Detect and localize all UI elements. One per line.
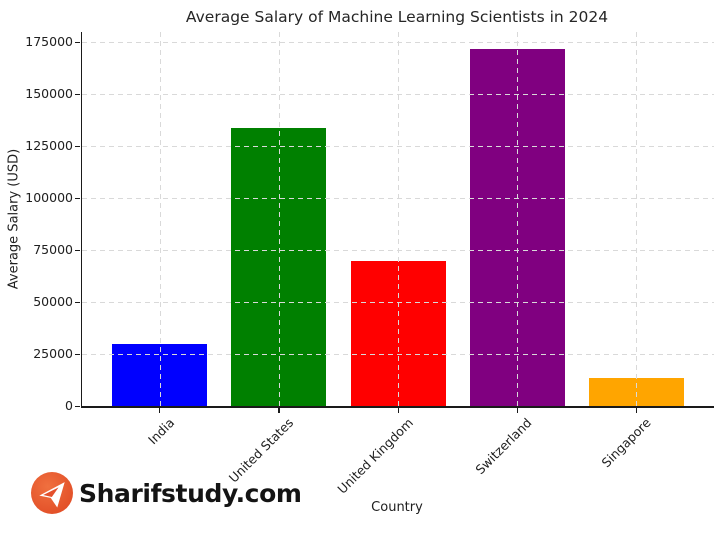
watermark: Sharifstudy.com — [31, 472, 302, 514]
x-tick-label: United Kingdom — [334, 415, 416, 497]
x-tick-mark — [635, 408, 638, 413]
watermark-text: Sharifstudy.com — [79, 478, 302, 508]
y-tick-label: 125000 — [25, 138, 73, 154]
x-axis-label: Country — [371, 500, 423, 515]
y-tick-mark — [75, 301, 81, 303]
y-tick-mark — [75, 145, 81, 148]
y-tick-label: 75000 — [33, 242, 73, 258]
y-tick-mark — [75, 93, 81, 96]
plot-area: 0 25000 50000 75000 100000 125000 150000 175000… — [25, 32, 714, 497]
y-tick-mark — [75, 249, 81, 251]
x-gridline — [159, 32, 161, 406]
x-tick-mark — [397, 408, 399, 413]
y-tick-mark — [75, 353, 81, 355]
y-tick-mark — [75, 41, 81, 44]
x-tick-mark — [516, 408, 518, 413]
y-tick-label: 50000 — [33, 294, 73, 310]
y-tick-label: 25000 — [33, 346, 73, 362]
chart-title: Average Salary of Machine Learning Scien… — [185, 8, 609, 26]
x-gridline — [278, 32, 280, 406]
x-tick-label: India — [145, 415, 178, 448]
x-gridline — [636, 32, 638, 406]
y-tick-label: 100000 — [25, 190, 73, 206]
paper-plane-icon — [31, 472, 73, 514]
x-tick-mark — [159, 408, 161, 413]
x-tick-mark — [278, 408, 280, 413]
y-tick-label: 175000 — [25, 34, 73, 50]
x-gridline — [398, 32, 399, 406]
y-axis-label: Average Salary (USD) — [6, 148, 22, 290]
x-gridline — [517, 32, 519, 406]
x-tick-label: Singapore — [598, 415, 654, 471]
y-tick-label: 0 — [65, 398, 73, 413]
y-tick-label: 150000 — [25, 86, 73, 102]
x-tick-label: Switzerland — [472, 415, 535, 478]
y-tick-mark — [75, 197, 81, 200]
y-tick-mark — [75, 405, 81, 407]
